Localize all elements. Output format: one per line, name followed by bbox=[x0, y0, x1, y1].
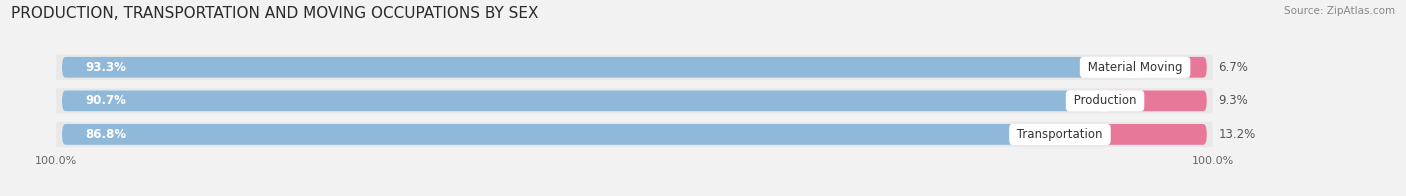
FancyBboxPatch shape bbox=[1105, 90, 1206, 111]
FancyBboxPatch shape bbox=[56, 122, 1212, 147]
Text: 6.7%: 6.7% bbox=[1219, 61, 1249, 74]
FancyBboxPatch shape bbox=[62, 90, 1206, 111]
Text: Source: ZipAtlas.com: Source: ZipAtlas.com bbox=[1284, 6, 1395, 16]
Text: PRODUCTION, TRANSPORTATION AND MOVING OCCUPATIONS BY SEX: PRODUCTION, TRANSPORTATION AND MOVING OC… bbox=[11, 6, 538, 21]
Text: 86.8%: 86.8% bbox=[86, 128, 127, 141]
FancyBboxPatch shape bbox=[62, 124, 1060, 145]
FancyBboxPatch shape bbox=[1135, 57, 1206, 78]
Text: 9.3%: 9.3% bbox=[1219, 94, 1249, 107]
Text: Transportation: Transportation bbox=[1014, 128, 1107, 141]
Text: Material Moving: Material Moving bbox=[1084, 61, 1187, 74]
FancyBboxPatch shape bbox=[62, 57, 1135, 78]
Text: Production: Production bbox=[1070, 94, 1140, 107]
Text: 13.2%: 13.2% bbox=[1219, 128, 1256, 141]
FancyBboxPatch shape bbox=[56, 88, 1212, 113]
Text: 90.7%: 90.7% bbox=[86, 94, 127, 107]
FancyBboxPatch shape bbox=[56, 55, 1212, 80]
Text: 93.3%: 93.3% bbox=[86, 61, 127, 74]
FancyBboxPatch shape bbox=[62, 124, 1206, 145]
FancyBboxPatch shape bbox=[62, 90, 1105, 111]
FancyBboxPatch shape bbox=[62, 57, 1206, 78]
FancyBboxPatch shape bbox=[1060, 124, 1206, 145]
